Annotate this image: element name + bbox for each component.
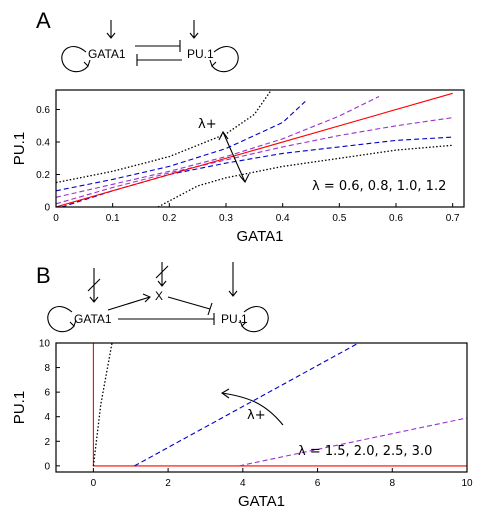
- y-tick-label: 0.2: [36, 170, 50, 181]
- series-line-3: [61, 136, 453, 207]
- x-tick-label: 0: [53, 213, 59, 224]
- x-tick-label: 4: [240, 478, 246, 489]
- y-axis-label: PU.1: [11, 391, 28, 424]
- inhibition-arrow-pu1-gata1: [136, 54, 182, 66]
- inhibition-arrow-x-pu1: [167, 296, 213, 316]
- series-line-7: [56, 92, 453, 207]
- x-tick-label: 0.4: [276, 213, 290, 224]
- self-activation-arrowhead-gata1: [69, 319, 77, 328]
- series-line-4: [238, 417, 467, 467]
- series-line-5: [56, 96, 380, 198]
- y-tick-label: 0: [44, 203, 50, 214]
- panel-b-network: GATA1 X PU.1: [47, 262, 269, 333]
- y-tick-label: 4: [44, 412, 50, 423]
- self-activation-loop-pu1: [241, 306, 269, 333]
- series-line-3: [134, 343, 359, 467]
- y-tick-label: 8: [44, 363, 50, 374]
- y-axis-label: PU.1: [11, 132, 28, 165]
- network-node-x: X: [155, 289, 163, 303]
- self-activation-arrowhead-pu1: [239, 319, 247, 328]
- blocked-input-arrow-x: [155, 262, 169, 287]
- series-line-6: [56, 117, 453, 205]
- arrowhead: [220, 388, 230, 399]
- series-group: [92, 343, 467, 467]
- self-activation-loop-gata1: [47, 306, 75, 333]
- plot-frame: [55, 89, 465, 208]
- x-tick-label: 8: [389, 478, 395, 489]
- x-tick-label: 0.3: [219, 213, 233, 224]
- x-tick-label: 0.7: [446, 213, 460, 224]
- x-tick-label: 2: [165, 478, 171, 489]
- input-arrow-gata1: [106, 20, 116, 39]
- y-tick-label: 10: [39, 339, 51, 350]
- series-line-2: [56, 100, 306, 192]
- panel-b-letter: B: [36, 263, 51, 288]
- x-tick-label: 6: [315, 478, 321, 489]
- series-group: [56, 90, 453, 207]
- y-tick-label: 0.6: [36, 105, 50, 116]
- network-node-gata1: GATA1: [88, 47, 126, 61]
- x-tick-label: 0.1: [106, 213, 120, 224]
- y-tick-label: 0.4: [36, 138, 50, 149]
- network-node-pu1: PU.1: [187, 47, 214, 61]
- x-tick-label: 0.5: [332, 213, 346, 224]
- arrowhead-down: [239, 173, 250, 183]
- y-tick-label: 6: [44, 388, 50, 399]
- self-activation-arrowhead-pu1: [209, 59, 217, 68]
- input-arrow-pu1: [189, 20, 199, 39]
- lambda-double-arrow: [222, 131, 246, 183]
- inhibition-arrow-gata1-pu1: [118, 313, 215, 325]
- x-tick-label: 10: [461, 478, 473, 489]
- lambda-increase-label: λ+: [198, 117, 217, 132]
- y-tick-label: 0: [44, 461, 50, 472]
- y-tick-label: 2: [44, 437, 50, 448]
- x-tick-label: 0.6: [389, 213, 403, 224]
- lambda-values-text: λ = 0.6, 0.8, 1.0, 1.2: [312, 179, 446, 194]
- activation-arrow-gata1-x: [107, 293, 151, 311]
- panel-a-letter: A: [36, 8, 51, 33]
- x-tick-label: 0: [91, 478, 97, 489]
- x-axis-label: GATA1: [238, 493, 285, 510]
- lambda-increase-label: λ+: [247, 408, 266, 423]
- panel-a-network: GATA1 PU.1: [61, 20, 239, 73]
- network-node-gata1: GATA1: [74, 312, 112, 326]
- self-activation-loop-gata1: [61, 46, 89, 73]
- blocked-input-arrow-gata1: [87, 268, 101, 303]
- series-line-4: [157, 144, 453, 207]
- self-activation-loop-pu1: [211, 46, 239, 73]
- x-tick-label: 0.2: [162, 213, 176, 224]
- plot-frame: [55, 342, 468, 473]
- panel-b-plot: 0 2 4 6 8 10 0 2 4 6 8 10 GATA1 PU.1 λ+ λ = 1.5, 2.0, 2…: [11, 339, 473, 511]
- input-arrow-pu1: [228, 262, 238, 297]
- inhibition-arrow-gata1-pu1: [135, 40, 181, 52]
- lambda-values-text: λ = 1.5, 2.0, 2.5, 3.0: [298, 444, 432, 459]
- x-axis-label: GATA1: [237, 228, 284, 245]
- series-line-2: [92, 343, 113, 466]
- lambda-curved-arrow: [221, 392, 284, 426]
- self-activation-arrowhead-gata1: [83, 59, 91, 68]
- panel-a-plot: 0 0.1 0.2 0.3 0.4 0.5 0.6 0.7 0 0.2 0.4 0.6 GATA1 PU.…: [11, 89, 465, 245]
- arrowhead-up: [218, 130, 229, 141]
